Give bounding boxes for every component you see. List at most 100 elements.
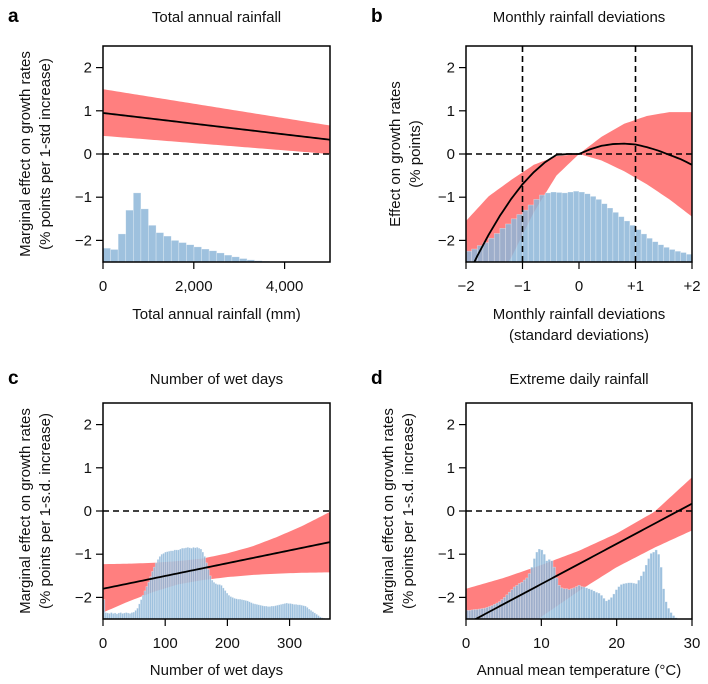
histogram-bar bbox=[686, 253, 692, 262]
plot-area bbox=[103, 510, 330, 619]
histogram-bar bbox=[510, 589, 514, 619]
histogram-bar bbox=[178, 242, 187, 262]
histogram-bar bbox=[567, 191, 574, 262]
histogram-bar bbox=[507, 591, 512, 619]
panel-a: 2 1 0 −1 −2 0 2,000 4,000 a Total annual rainfall… bbox=[8, 6, 331, 323]
x-axis-label: Total annual rainfall (mm) bbox=[132, 306, 300, 323]
histogram-bar bbox=[550, 191, 557, 262]
y-tick-label: 0 bbox=[84, 503, 92, 520]
histogram-bar bbox=[525, 577, 529, 619]
histogram-bar bbox=[500, 599, 504, 619]
histogram-bar bbox=[133, 192, 142, 262]
histogram-bar bbox=[493, 604, 497, 619]
histogram-bar bbox=[597, 592, 601, 619]
histogram-bar bbox=[498, 601, 502, 619]
panel-title: Monthly rainfall deviations bbox=[493, 9, 666, 26]
y-tick-label: −1 bbox=[438, 546, 455, 563]
histogram-bar bbox=[544, 192, 552, 262]
histogram-bar bbox=[632, 582, 636, 619]
histogram-bar bbox=[663, 247, 670, 262]
histogram-bar bbox=[664, 601, 668, 619]
histogram-bar bbox=[231, 256, 240, 262]
histogram-bar bbox=[575, 586, 579, 619]
panel-title: Total annual rainfall bbox=[152, 9, 281, 26]
y-tick-label: 2 bbox=[84, 60, 92, 77]
x-tick-label: 0 bbox=[575, 278, 583, 295]
histogram-bar bbox=[604, 600, 609, 619]
y-tick-label: −2 bbox=[438, 232, 455, 249]
y-axis-label: (% points per 1-std increase) bbox=[37, 58, 54, 250]
x-tick-label: 30 bbox=[684, 635, 701, 652]
histogram-bar bbox=[622, 583, 626, 619]
histogram-bar bbox=[470, 609, 474, 619]
fitted-line bbox=[473, 502, 692, 619]
histogram-bar bbox=[555, 577, 559, 619]
y-tick-label: 0 bbox=[447, 503, 455, 520]
histogram-bar bbox=[657, 244, 665, 262]
histogram-bar bbox=[612, 593, 616, 619]
fitted-line bbox=[103, 112, 330, 141]
histogram-bar bbox=[542, 553, 546, 619]
histogram-bar bbox=[594, 591, 599, 619]
histogram-bar bbox=[657, 553, 661, 619]
histogram-bar bbox=[654, 549, 658, 619]
histogram-bar bbox=[644, 564, 648, 619]
histogram-bar bbox=[624, 582, 628, 619]
histogram-bar bbox=[627, 582, 631, 619]
x-tick-label: 0 bbox=[99, 278, 107, 295]
histogram-bar bbox=[527, 573, 531, 619]
y-tick-label: −1 bbox=[438, 189, 455, 206]
y-axis-label: Marginal effect on growth rates bbox=[380, 408, 397, 614]
x-axis-label: (standard deviations) bbox=[509, 327, 649, 344]
x-tick-label: 0 bbox=[99, 635, 107, 652]
histogram-bar bbox=[617, 586, 621, 619]
histogram-bar bbox=[659, 566, 663, 619]
histogram-bar bbox=[578, 191, 585, 262]
histogram-bar bbox=[208, 250, 218, 262]
histogram-bar bbox=[649, 553, 653, 619]
histogram-bar bbox=[193, 246, 202, 262]
x-tick-label: 300 bbox=[277, 635, 302, 652]
histogram-bar bbox=[468, 610, 472, 619]
y-axis-label: Marginal effect on growth rates bbox=[17, 51, 34, 257]
histogram-bar bbox=[148, 224, 157, 262]
histogram-bar bbox=[652, 551, 656, 619]
histogram-bar bbox=[652, 241, 659, 262]
histogram-bar bbox=[647, 558, 651, 619]
histogram-bar bbox=[490, 605, 494, 619]
histogram-bar bbox=[623, 220, 631, 262]
panel-title: Number of wet days bbox=[150, 371, 283, 388]
y-tick-label: 1 bbox=[84, 460, 92, 477]
panel-title: Extreme daily rainfall bbox=[509, 371, 648, 388]
histogram-bar bbox=[592, 590, 596, 619]
panel-c: 2 1 0 −1 −2 0 100 200 300 c Number of wet days Numb… bbox=[8, 368, 331, 679]
histogram-bar bbox=[572, 587, 576, 619]
x-tick-label: −1 bbox=[514, 278, 531, 295]
panel-letter: d bbox=[371, 368, 383, 389]
plot-area bbox=[466, 477, 692, 619]
histogram-bar bbox=[577, 585, 581, 619]
histogram-bar bbox=[155, 232, 164, 262]
panel-d: 210−1−20 10 20 30d Extreme daily rainfallAnn… bbox=[371, 368, 700, 679]
x-tick-label: −2 bbox=[457, 278, 474, 295]
histogram-bar bbox=[103, 247, 111, 262]
histogram-bar bbox=[587, 588, 591, 619]
y-tick-label: 0 bbox=[447, 146, 455, 163]
y-tick-label: 1 bbox=[447, 460, 455, 477]
histogram-bar bbox=[601, 203, 608, 262]
histogram-bar bbox=[582, 586, 586, 619]
histogram-bar bbox=[201, 248, 210, 262]
histogram-bar bbox=[110, 249, 119, 262]
histogram-bar bbox=[606, 207, 614, 262]
histogram-bar bbox=[502, 597, 507, 619]
panel-letter: a bbox=[8, 6, 19, 27]
histogram-bar bbox=[493, 233, 501, 262]
histogram-bar bbox=[589, 196, 597, 262]
histogram-bar bbox=[634, 583, 638, 619]
histogram-bar bbox=[680, 252, 687, 262]
histogram-bar bbox=[552, 566, 556, 619]
histogram-bar bbox=[170, 240, 180, 262]
y-axis-label: (% points per 1-s.d. increase) bbox=[37, 413, 54, 609]
histogram-bar bbox=[580, 586, 584, 619]
